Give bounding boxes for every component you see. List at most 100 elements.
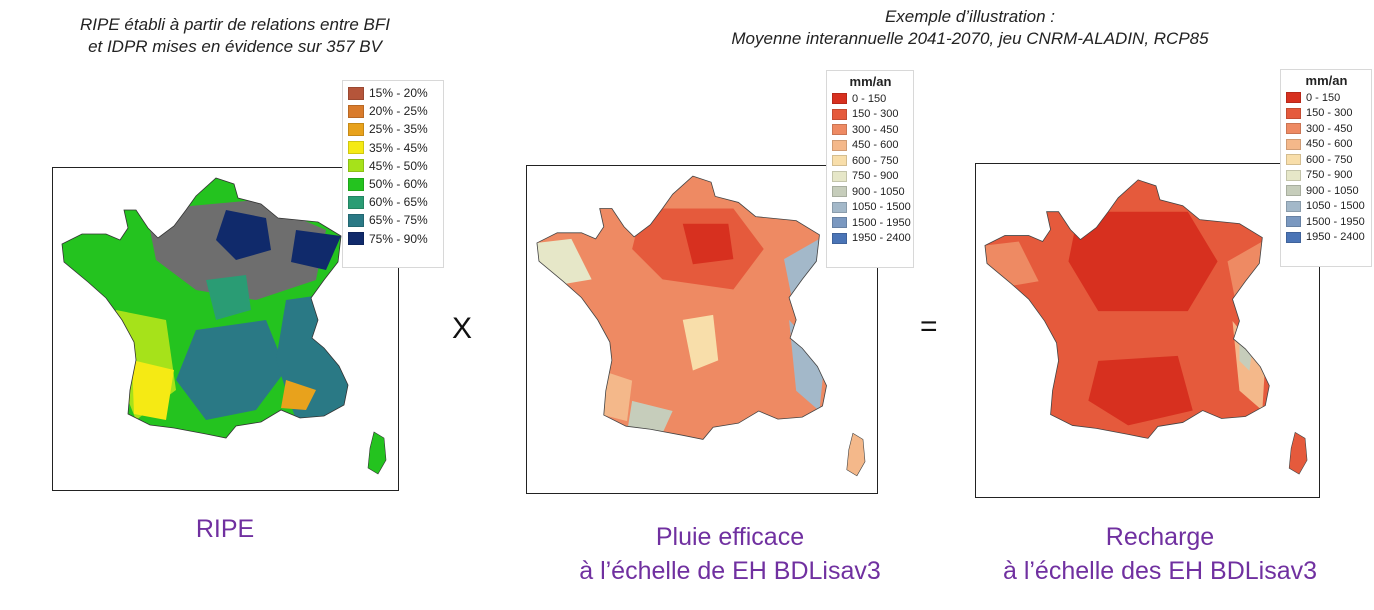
legend-item: 1950 - 2400 bbox=[832, 231, 911, 247]
ripe-map bbox=[61, 177, 387, 475]
example-caption-line2: Moyenne interannuelle 2041-2070, jeu CNR… bbox=[731, 29, 1209, 48]
legend-item: 50% - 60% bbox=[348, 175, 439, 193]
legend-swatch bbox=[348, 195, 364, 209]
legend-swatch bbox=[348, 177, 364, 191]
ripe-caption-line1: RIPE établi à partir de relations entre … bbox=[80, 15, 390, 34]
legend-item: 600 - 750 bbox=[832, 153, 909, 169]
pluie-map bbox=[536, 175, 866, 477]
legend-swatch bbox=[348, 213, 364, 227]
legend-item: 150 - 300 bbox=[1286, 106, 1367, 122]
recharge-legend-unit: mm/an bbox=[1305, 73, 1348, 88]
legend-item: 45% - 50% bbox=[348, 157, 439, 175]
legend-swatch bbox=[1286, 200, 1301, 212]
legend-item: 900 - 1050 bbox=[1286, 183, 1367, 199]
legend-label: 1500 - 1950 bbox=[852, 216, 911, 229]
legend-item: 300 - 450 bbox=[832, 122, 909, 138]
legend-swatch bbox=[1286, 107, 1301, 119]
legend-swatch bbox=[832, 170, 847, 182]
legend-label: 1500 - 1950 bbox=[1306, 215, 1365, 228]
example-caption-line1: Exemple d’illustration : bbox=[884, 7, 1056, 26]
legend-item: 750 - 900 bbox=[1286, 168, 1367, 184]
legend-label: 150 - 300 bbox=[852, 108, 899, 121]
pluie-legend-unit: mm/an bbox=[849, 74, 892, 89]
legend-item: 60% - 65% bbox=[348, 193, 439, 211]
ripe-label: RIPE bbox=[195, 515, 255, 543]
legend-label: 450 - 600 bbox=[852, 139, 899, 152]
legend-label: 600 - 750 bbox=[852, 154, 899, 167]
legend-label: 450 - 600 bbox=[1306, 138, 1353, 151]
legend-swatch bbox=[1286, 169, 1301, 181]
legend-label: 15% - 20% bbox=[369, 86, 428, 101]
legend-label: 1950 - 2400 bbox=[852, 232, 911, 245]
legend-item: 65% - 75% bbox=[348, 211, 439, 229]
pluie-label-line1: Pluie efficace bbox=[655, 523, 805, 551]
legend-label: 45% - 50% bbox=[369, 158, 428, 173]
legend-swatch bbox=[1286, 216, 1301, 228]
ripe-caption-line2: et IDPR mises en évidence sur 357 BV bbox=[88, 37, 382, 56]
legend-swatch bbox=[832, 217, 847, 229]
legend-swatch bbox=[1286, 185, 1301, 197]
legend-item: 25% - 35% bbox=[348, 120, 439, 138]
multiply-operator: X bbox=[452, 312, 473, 345]
legend-item: 1050 - 1500 bbox=[832, 200, 911, 216]
legend-swatch bbox=[348, 232, 364, 246]
legend-label: 1050 - 1500 bbox=[1306, 200, 1365, 213]
legend-item: 150 - 300 bbox=[832, 107, 909, 123]
legend-swatch bbox=[832, 186, 847, 198]
legend-item: 600 - 750 bbox=[1286, 152, 1367, 168]
legend-item: 300 - 450 bbox=[1286, 121, 1367, 137]
legend-label: 75% - 90% bbox=[369, 231, 428, 246]
legend-swatch bbox=[1286, 123, 1301, 135]
legend-swatch bbox=[1286, 231, 1301, 243]
legend-label: 0 - 150 bbox=[1306, 91, 1341, 104]
legend-swatch bbox=[1286, 154, 1301, 166]
legend-label: 1950 - 2400 bbox=[1306, 231, 1365, 244]
recharge-label: Recharge à l’échelle des EH BDLisav3 bbox=[960, 520, 1360, 588]
legend-label: 300 - 450 bbox=[852, 123, 899, 136]
legend-swatch bbox=[1286, 92, 1301, 104]
legend-swatch bbox=[832, 124, 847, 136]
legend-item: 750 - 900 bbox=[832, 169, 909, 185]
pluie-label-line2: à l’échelle de EH BDLisav3 bbox=[579, 557, 881, 585]
legend-item: 1950 - 2400 bbox=[1286, 230, 1367, 246]
legend-item: 0 - 150 bbox=[832, 91, 909, 107]
legend-item: 1050 - 1500 bbox=[1286, 199, 1367, 215]
legend-label: 25% - 35% bbox=[369, 122, 428, 137]
legend-label: 750 - 900 bbox=[852, 170, 899, 183]
legend-label: 65% - 75% bbox=[369, 213, 428, 228]
equals-operator: = bbox=[920, 310, 938, 343]
legend-swatch bbox=[348, 159, 364, 173]
legend-label: 35% - 45% bbox=[369, 140, 428, 155]
example-caption: Exemple d’illustration : Moyenne interan… bbox=[630, 6, 1310, 50]
pluie-legend: mm/an 0 - 150 150 - 300 300 - 450 450 - 600… bbox=[826, 70, 914, 268]
ripe-caption: RIPE établi à partir de relations entre … bbox=[0, 14, 470, 58]
legend-item: 450 - 600 bbox=[1286, 137, 1367, 153]
legend-label: 600 - 750 bbox=[1306, 153, 1353, 166]
ripe-legend: 15% - 20% 20% - 25% 25% - 35% 35% - 45% 45% … bbox=[342, 80, 444, 268]
legend-swatch bbox=[832, 232, 847, 244]
legend-label: 0 - 150 bbox=[852, 92, 887, 105]
legend-item: 75% - 90% bbox=[348, 230, 439, 248]
legend-item: 1500 - 1950 bbox=[832, 215, 911, 231]
legend-swatch bbox=[348, 104, 364, 118]
legend-label: 900 - 1050 bbox=[852, 185, 905, 198]
legend-label: 50% - 60% bbox=[369, 177, 428, 192]
legend-label: 300 - 450 bbox=[1306, 122, 1353, 135]
legend-label: 150 - 300 bbox=[1306, 107, 1353, 120]
legend-swatch bbox=[832, 108, 847, 120]
recharge-legend: mm/an 0 - 150 150 - 300 300 - 450 450 - 600… bbox=[1280, 69, 1372, 267]
legend-item: 15% - 20% bbox=[348, 84, 439, 102]
legend-swatch bbox=[832, 155, 847, 167]
legend-swatch bbox=[1286, 138, 1301, 150]
recharge-label-line1: Recharge bbox=[1105, 523, 1215, 551]
legend-label: 750 - 900 bbox=[1306, 169, 1353, 182]
legend-swatch bbox=[832, 201, 847, 213]
recharge-label-line2: à l’échelle des EH BDLisav3 bbox=[1002, 557, 1318, 585]
legend-item: 0 - 150 bbox=[1286, 90, 1367, 106]
legend-item: 20% - 25% bbox=[348, 102, 439, 120]
legend-label: 900 - 1050 bbox=[1306, 184, 1359, 197]
legend-swatch bbox=[348, 141, 364, 155]
legend-item: 1500 - 1950 bbox=[1286, 214, 1367, 230]
legend-item: 35% - 45% bbox=[348, 139, 439, 157]
pluie-label: Pluie efficace à l’échelle de EH BDLisav… bbox=[540, 520, 920, 588]
